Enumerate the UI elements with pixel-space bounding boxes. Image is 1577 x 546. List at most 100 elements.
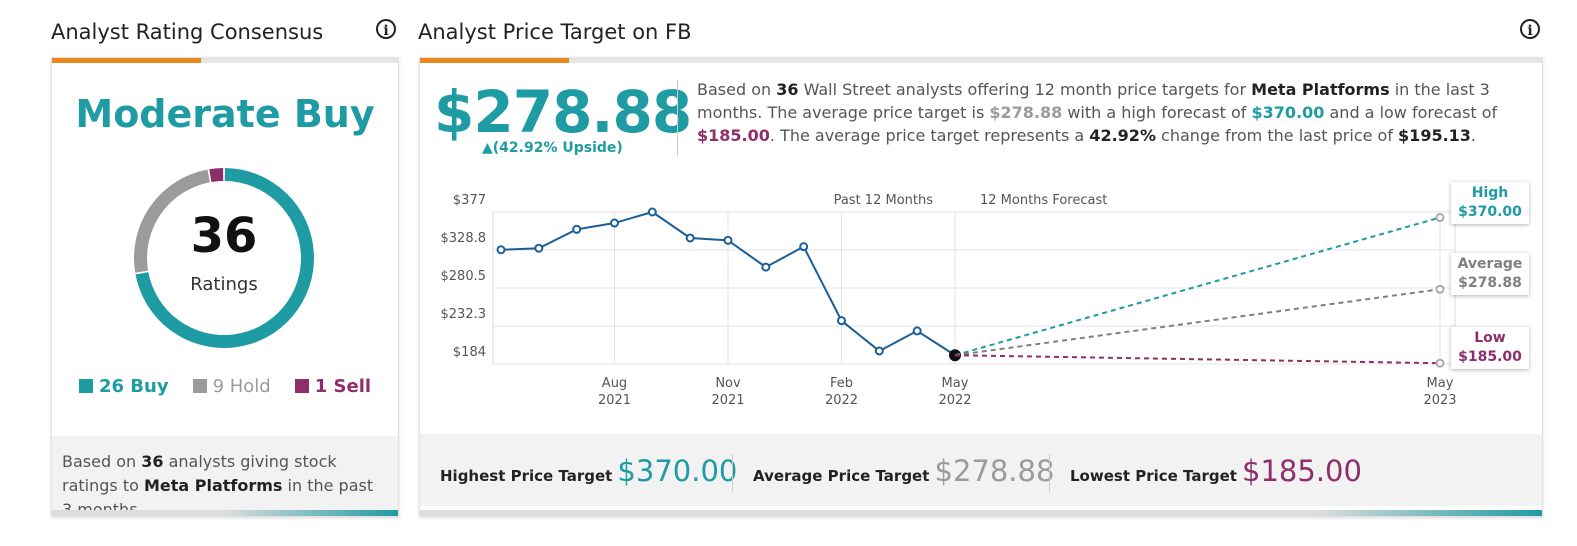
stat-label: Average Price Target [753, 467, 930, 485]
data-point [1435, 358, 1445, 368]
price: $278.88 [434, 78, 692, 146]
data-point [572, 224, 582, 234]
series-line [954, 354, 1441, 365]
text: 42.92% [1089, 126, 1156, 145]
text: $195.13 [1398, 126, 1471, 145]
stat-value: $278.88 [934, 454, 1055, 488]
data-point [685, 233, 695, 243]
donut-segment [209, 168, 224, 183]
series-line [954, 216, 1441, 357]
legend-item: 1 Sell [294, 376, 372, 397]
text: Based on [62, 452, 142, 471]
info-icon[interactable]: i [376, 19, 396, 39]
text: Meta Platforms [143, 476, 283, 495]
forecast-value: $185.00 [1458, 349, 1522, 366]
data-point [799, 242, 809, 252]
data-point [1435, 213, 1445, 223]
legend-value: 9 [212, 376, 225, 397]
text: analysts giving stock ratings to [62, 452, 337, 495]
legend-label: Hold [229, 376, 271, 397]
legend-label: Buy [130, 376, 169, 397]
info-icon[interactable]: i [1520, 19, 1540, 39]
data-point [912, 326, 922, 336]
text: 36 [776, 80, 799, 99]
y-tick-label: $184 [453, 345, 486, 360]
stat-label: Lowest Price Target [1070, 467, 1237, 485]
forecast-name: Low [1474, 330, 1506, 347]
y-tick-label: $377 [453, 193, 486, 208]
summary: Based on 36 Wall Street analysts offerin… [697, 78, 1532, 147]
data-point [1435, 284, 1445, 294]
rating: Moderate Buy [75, 92, 375, 136]
section-label: 12 Months Forecast [980, 193, 1107, 208]
legend-item: 9 Hold [192, 376, 271, 397]
data-point [761, 262, 771, 272]
bottom-bar [52, 510, 398, 516]
y-tick-label: $328.8 [441, 231, 487, 246]
center-value: 36 [191, 208, 258, 264]
legend-value: 26 [98, 376, 124, 397]
text: with a high forecast of [1062, 103, 1252, 122]
legend: 26 Buy 9 Hold 1 Sell [52, 376, 398, 397]
text: $370.00 [1251, 103, 1325, 122]
forecast-value: $370.00 [1458, 203, 1522, 220]
text: in the last 3 months. The average price … [697, 80, 1490, 122]
separator [1049, 454, 1050, 492]
text: . [1470, 126, 1477, 145]
forecast-name: Average [1457, 256, 1523, 273]
data-point [723, 235, 733, 245]
text: $185.00 [697, 126, 770, 145]
legend-label: Sell [333, 376, 372, 397]
rating-card: Moderate Buy 26 Buy 9 Hold 1 Sell Based on… [51, 57, 399, 519]
text: Meta Platforms [1251, 80, 1390, 99]
forecast-label: Average $278.88 [1451, 253, 1529, 296]
stat: Average Price Target $278.88 [753, 454, 1054, 488]
y-tick-label: $232.3 [441, 307, 487, 322]
y-tick-label: $280.5 [441, 269, 487, 284]
x-tick-label: May 2023 [1423, 376, 1457, 408]
x-tick-label: May 2022 [938, 376, 972, 408]
legend-value: 1 [314, 376, 328, 397]
forecast-name: High [1471, 184, 1509, 201]
text: Wall Street analysts offering 12 month p… [798, 80, 1252, 99]
data-point [610, 218, 619, 228]
legend-swatch [192, 379, 207, 393]
legend-item: 26 Buy [78, 376, 169, 397]
donut-segment [134, 169, 210, 273]
data-point [496, 245, 506, 255]
forecast-label: High $370.00 [1451, 181, 1529, 224]
legend-swatch [294, 379, 309, 393]
panel-title: Analyst Rating Consensus [51, 20, 324, 44]
footer: Based on 36 analysts giving stock rating… [52, 436, 398, 519]
forecast-value: $278.88 [1458, 275, 1522, 292]
text: Based on [697, 80, 777, 99]
data-point [534, 243, 544, 253]
text: change from the last price of [1155, 126, 1399, 145]
stat: Highest Price Target $370.00 [440, 454, 737, 488]
stat-value: $185.00 [1242, 454, 1362, 488]
center-label: Ratings [190, 274, 257, 295]
text: . The average price target represents a [769, 126, 1090, 145]
target-card: $278.88 ▲(42.92% Upside) Based on 36 Wal… [419, 57, 1543, 517]
x-tick-label: Nov 2021 [711, 376, 745, 408]
x-tick-label: Feb 2022 [824, 376, 859, 408]
stat-label: Highest Price Target [440, 467, 613, 485]
section-label: Past 12 Months [834, 193, 934, 208]
bottom-strip: Highest Price Target $370.00 Average Pri… [420, 434, 1542, 506]
text: and a low forecast of [1324, 103, 1498, 122]
text: $278.88 [989, 103, 1063, 122]
legend-swatch [78, 379, 93, 393]
data-point [874, 346, 884, 356]
data-point [837, 316, 846, 326]
bottom-bar [420, 510, 1542, 516]
tab-active [420, 58, 569, 63]
panel-title: Analyst Price Target on FB [418, 20, 692, 44]
stat: Lowest Price Target $185.00 [1070, 454, 1362, 488]
separator [732, 454, 733, 492]
tab-bar [52, 58, 398, 63]
upside: ▲(42.92% Upside) [482, 140, 623, 156]
stat-value: $370.00 [617, 454, 738, 488]
tab-active [52, 58, 201, 63]
